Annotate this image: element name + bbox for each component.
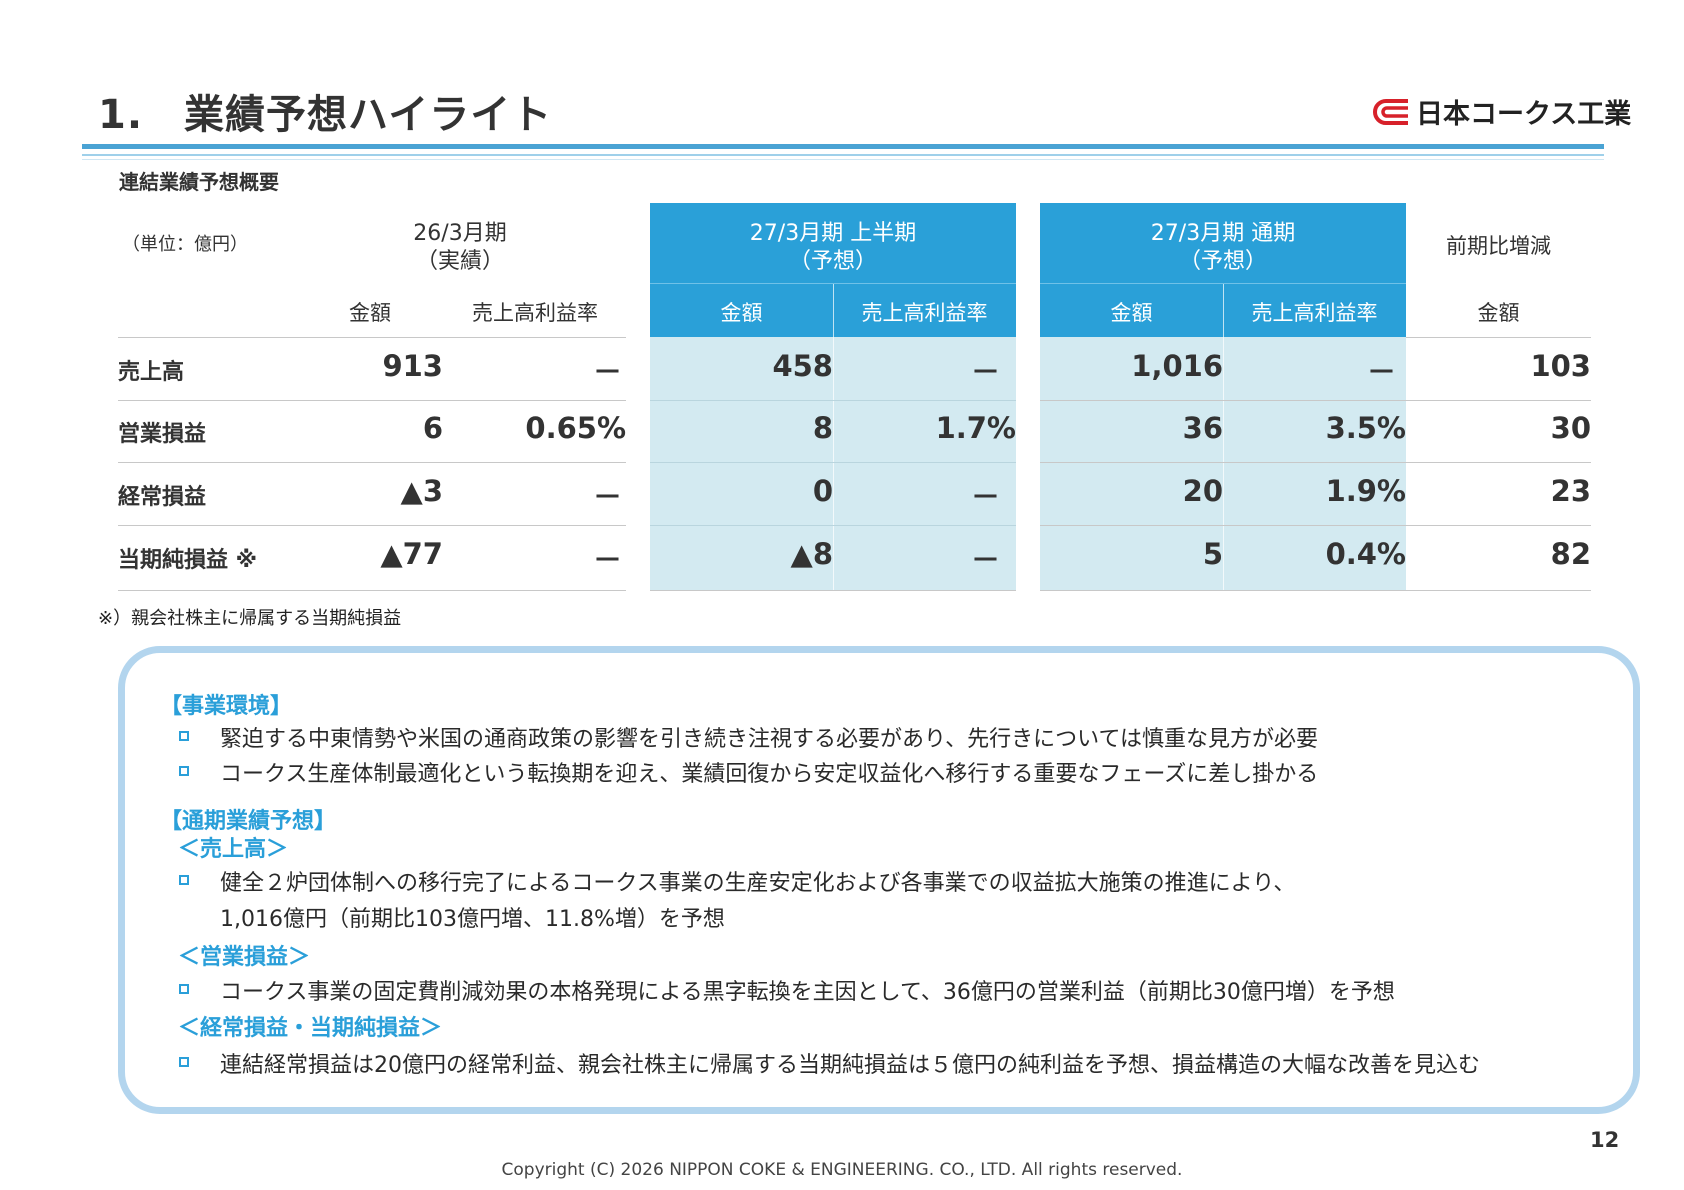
group-fy26-line1: 26/3月期 bbox=[413, 221, 507, 246]
row-divider bbox=[1040, 525, 1591, 526]
operating-bullet-1: コークス事業の固定費削減効果の本格発現による黒字転換を主因として、36億円の営業… bbox=[220, 980, 1395, 1005]
row-divider bbox=[118, 525, 626, 526]
table-cell: 1.9% bbox=[1325, 474, 1406, 508]
group-fy27-line1: 27/3月期 通期 bbox=[1150, 221, 1296, 246]
square-bullet-icon bbox=[179, 984, 189, 994]
row-label-sales: 売上高 bbox=[118, 360, 185, 385]
table-cell: 6 bbox=[422, 411, 443, 445]
col-amount-fy27: 金額 bbox=[1110, 301, 1153, 325]
row-label-ordinary: 経常損益 bbox=[118, 485, 207, 510]
header-rule-faint bbox=[82, 159, 1604, 160]
company-logo: 日本コークス工業 bbox=[1372, 92, 1631, 131]
group-fy27-line2: （予想） bbox=[1178, 249, 1267, 274]
col-amount-yoy: 金額 bbox=[1477, 301, 1520, 325]
row-divider bbox=[650, 400, 1016, 401]
row-label-operating: 営業損益 bbox=[118, 422, 207, 447]
table-cell: 1,016 bbox=[1131, 349, 1223, 383]
ordinary-net-heading: ＜経常損益・当期純損益＞ bbox=[178, 1016, 443, 1041]
col-margin-fy27: 売上高利益率 bbox=[1251, 301, 1378, 325]
table-cell: － bbox=[592, 480, 622, 514]
table-cell: 30 bbox=[1550, 411, 1591, 445]
table-cell: － bbox=[1366, 355, 1396, 389]
table-cell: 0.4% bbox=[1325, 537, 1406, 571]
table-cell: 36 bbox=[1182, 411, 1223, 445]
ordinary-net-bullet-1: 連結経常損益は20億円の経常利益、親会社株主に帰属する当期純損益は５億円の純利益… bbox=[220, 1053, 1480, 1078]
table-cell: 1.7% bbox=[935, 411, 1016, 445]
row-divider bbox=[118, 337, 626, 338]
section-subtitle: 連結業績予想概要 bbox=[119, 170, 279, 194]
table-cell: 0.65% bbox=[525, 411, 626, 445]
square-bullet-icon bbox=[179, 731, 189, 741]
row-divider bbox=[650, 525, 1016, 526]
table-cell: 23 bbox=[1550, 474, 1591, 508]
table-cell: 913 bbox=[382, 349, 443, 383]
table-footnote: ※）親会社株主に帰属する当期純損益 bbox=[98, 608, 402, 629]
table-cell: － bbox=[592, 355, 622, 389]
table-cell: － bbox=[592, 543, 622, 577]
company-mark-icon bbox=[1373, 98, 1408, 125]
table-cell: － bbox=[970, 543, 1000, 577]
forecast-heading: 【通期業績予想】 bbox=[160, 809, 337, 834]
square-bullet-icon bbox=[179, 1057, 189, 1067]
table-cell: 8 bbox=[812, 411, 833, 445]
operating-heading: ＜営業損益＞ bbox=[178, 945, 311, 970]
table-cell: ▲8 bbox=[790, 537, 833, 571]
table-cell: － bbox=[970, 480, 1000, 514]
table-cell: 5 bbox=[1202, 537, 1223, 571]
table-cell: － bbox=[970, 355, 1000, 389]
row-label-net: 当期純損益 ※ bbox=[118, 548, 258, 573]
logo-text: 日本コークス工業 bbox=[1416, 99, 1632, 130]
row-divider bbox=[118, 462, 626, 463]
env-bullet-1: 緊迫する中東情勢や米国の通商政策の影響を引き続き注視する必要があり、先行きについ… bbox=[220, 727, 1319, 752]
table-cell: ▲3 bbox=[400, 474, 443, 508]
page-number: 12 bbox=[1590, 1128, 1620, 1152]
row-divider bbox=[1040, 400, 1591, 401]
sales-bullet-1: 健全２炉団体制への移行完了によるコークス事業の生産安定化および各事業での収益拡大… bbox=[220, 871, 1296, 896]
col-margin-h1: 売上高利益率 bbox=[861, 301, 988, 325]
page-title: 1. 業績予想ハイライト bbox=[98, 92, 553, 138]
unit-label: （単位：億円） bbox=[122, 234, 248, 255]
table-cell: ▲77 bbox=[380, 537, 443, 571]
group-yoy: 前期比増減 bbox=[1446, 234, 1551, 258]
square-bullet-icon bbox=[179, 875, 189, 885]
table-cell: 0 bbox=[812, 474, 833, 508]
sales-heading: ＜売上高＞ bbox=[178, 837, 289, 862]
group-h1-line2: （予想） bbox=[788, 249, 877, 274]
col-amount-fy26: 金額 bbox=[349, 301, 391, 325]
row-divider bbox=[650, 462, 1016, 463]
sales-bullet-1-cont: 1,016億円（前期比103億円増、11.8%増）を予想 bbox=[220, 907, 725, 932]
row-divider bbox=[650, 590, 1016, 591]
table-cell: 82 bbox=[1550, 537, 1591, 571]
header-rule bbox=[82, 144, 1604, 149]
summary-box bbox=[118, 646, 1640, 1114]
col-margin-fy26: 売上高利益率 bbox=[472, 301, 598, 325]
row-divider bbox=[1406, 337, 1591, 338]
row-divider bbox=[118, 400, 626, 401]
col-amount-h1: 金額 bbox=[720, 301, 763, 325]
table-cell: 20 bbox=[1182, 474, 1223, 508]
table-cell: 103 bbox=[1530, 349, 1591, 383]
square-bullet-icon bbox=[179, 766, 189, 776]
row-divider bbox=[1040, 462, 1591, 463]
row-divider bbox=[1040, 590, 1591, 591]
group-h1-line1: 27/3月期 上半期 bbox=[749, 221, 917, 246]
table-cell: 3.5% bbox=[1325, 411, 1406, 445]
table-cell: 458 bbox=[772, 349, 833, 383]
copyright-text: Copyright (C) 2026 NIPPON COKE & ENGINEE… bbox=[501, 1160, 1183, 1180]
env-bullet-2: コークス生産体制最適化という転換期を迎え、業績回復から安定収益化へ移行する重要な… bbox=[220, 762, 1319, 787]
row-divider bbox=[118, 590, 626, 591]
group-fy26-line2: （実績） bbox=[415, 249, 504, 274]
env-heading: 【事業環境】 bbox=[160, 694, 293, 719]
header-rule-thin bbox=[82, 154, 1604, 156]
